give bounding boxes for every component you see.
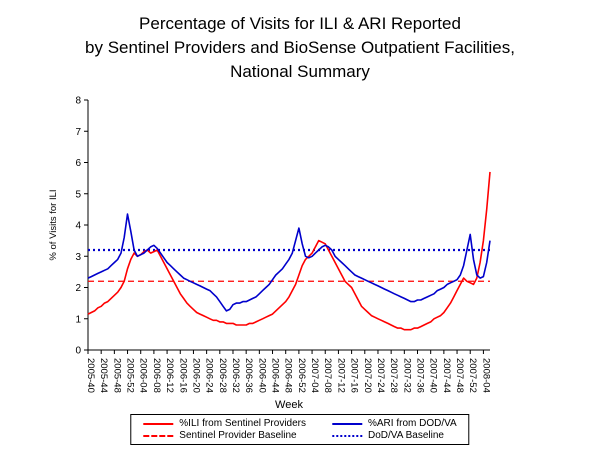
svg-text:5: 5 [75,189,81,200]
svg-text:2008-04: 2008-04 [480,358,491,393]
svg-text:2007-44: 2007-44 [441,358,452,393]
svg-text:4: 4 [75,221,81,232]
svg-text:2007-20: 2007-20 [362,358,373,393]
legend-item-ari: %ARI from DOD/VA [332,418,457,429]
svg-text:2007-04: 2007-04 [309,358,320,393]
svg-text:2007-24: 2007-24 [375,358,386,393]
svg-text:2007-16: 2007-16 [349,358,360,393]
legend-label-ili: %ILI from Sentinel Providers [179,418,306,429]
svg-text:2007-48: 2007-48 [454,358,465,393]
svg-text:Week: Week [275,399,303,411]
svg-text:% of Visits for ILI: % of Visits for ILI [48,189,59,260]
svg-text:2005-44: 2005-44 [98,358,109,393]
svg-text:7: 7 [75,127,81,138]
svg-text:8: 8 [75,96,81,107]
chart-title-line-3: National Summary [230,62,370,81]
svg-text:2005-40: 2005-40 [85,358,96,393]
legend-item-sentinel-baseline: Sentinel Provider Baseline [143,430,306,441]
svg-text:2007-28: 2007-28 [388,358,399,393]
svg-text:2007-36: 2007-36 [415,358,426,393]
svg-text:2005-48: 2005-48 [111,358,122,393]
svg-text:1: 1 [75,314,81,325]
blue-solid-line-swatch-icon [332,422,362,425]
chart-title-line-1: Percentage of Visits for ILI & ARI Repor… [139,14,461,33]
svg-text:2007-32: 2007-32 [401,358,412,393]
svg-text:3: 3 [75,252,81,263]
svg-text:2006-04: 2006-04 [138,358,149,393]
legend-label-dodva-baseline: DoD/VA Baseline [368,430,444,441]
red-solid-line-swatch-icon [143,422,174,425]
chart-title-line-2: by Sentinel Providers and BioSense Outpa… [85,38,515,57]
blue-dotted-line-swatch-icon [332,434,362,437]
svg-text:2006-52: 2006-52 [296,358,307,393]
svg-text:2007-52: 2007-52 [467,358,478,393]
red-dashed-line-swatch-icon [143,434,174,437]
svg-text:2006-48: 2006-48 [283,358,294,393]
svg-text:2005-52: 2005-52 [125,358,136,393]
svg-text:2006-24: 2006-24 [204,358,215,393]
svg-text:2006-44: 2006-44 [270,358,281,393]
legend-item-dodva-baseline: DoD/VA Baseline [332,430,457,441]
svg-text:2: 2 [75,283,81,294]
svg-text:2006-16: 2006-16 [177,358,188,393]
svg-text:2007-08: 2007-08 [322,358,333,393]
svg-text:2006-20: 2006-20 [190,358,201,393]
svg-text:2007-12: 2007-12 [335,358,346,393]
svg-text:2006-28: 2006-28 [217,358,228,393]
svg-text:0: 0 [75,346,81,357]
svg-text:2006-40: 2006-40 [256,358,267,393]
svg-text:2006-32: 2006-32 [230,358,241,393]
legend: %ILI from Sentinel Providers %ARI from D… [130,414,470,445]
legend-label-ari: %ARI from DOD/VA [368,418,457,429]
legend-item-ili: %ILI from Sentinel Providers [143,418,306,429]
svg-text:2006-36: 2006-36 [243,358,254,393]
legend-label-sentinel-baseline: Sentinel Provider Baseline [179,430,297,441]
svg-text:2006-12: 2006-12 [164,358,175,393]
svg-text:6: 6 [75,158,81,169]
svg-text:2007-40: 2007-40 [428,358,439,393]
svg-text:2006-08: 2006-08 [151,358,162,393]
chart-title: Percentage of Visits for ILI & ARI Repor… [0,12,600,84]
